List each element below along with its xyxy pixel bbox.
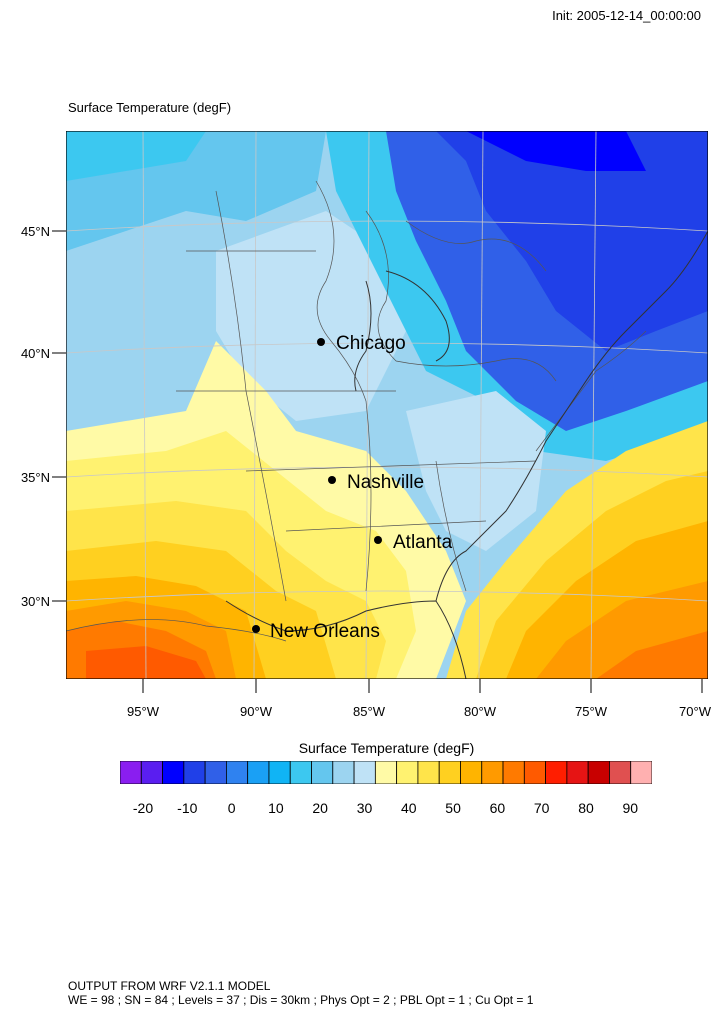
colorbar-label: 40 bbox=[401, 800, 417, 816]
state-boundaries bbox=[66, 180, 647, 642]
colorbar-swatch bbox=[630, 761, 652, 784]
longitude-label: 90°W bbox=[240, 704, 272, 719]
latitude-label: 30°N bbox=[20, 594, 50, 609]
city-label: Chicago bbox=[336, 333, 406, 354]
init-time-label: Init: 2005-12-14_00:00:00 bbox=[552, 8, 701, 23]
city-marker bbox=[328, 476, 336, 484]
city-chicago: Chicago bbox=[317, 333, 406, 354]
colorbar-label: 10 bbox=[268, 800, 284, 816]
latitude-label: 45°N bbox=[20, 224, 50, 239]
city-marker bbox=[374, 536, 382, 544]
longitude-label: 70°W bbox=[679, 704, 711, 719]
longitude-label: 95°W bbox=[127, 704, 159, 719]
longitude-ticks bbox=[142, 679, 703, 693]
colorbar-label: 20 bbox=[312, 800, 328, 816]
colorbar-swatch bbox=[226, 761, 249, 784]
colorbar-swatch bbox=[120, 761, 142, 784]
colorbar-label: 30 bbox=[356, 800, 373, 816]
colorbar-swatch bbox=[417, 761, 440, 784]
colorbar-swatch bbox=[587, 761, 610, 784]
latitude-label: 35°N bbox=[20, 470, 50, 485]
city-label: Nashville bbox=[347, 472, 424, 493]
colorbar-swatch bbox=[523, 761, 547, 784]
colorbar-swatch bbox=[545, 761, 568, 784]
latitude-label: 40°N bbox=[20, 346, 50, 361]
colorbar-label: 60 bbox=[489, 800, 506, 816]
latitude-ticks bbox=[52, 230, 66, 602]
colorbar-swatch bbox=[311, 761, 334, 784]
colorbar-swatch bbox=[481, 761, 504, 784]
colorbar-swatch bbox=[204, 761, 227, 784]
colorbar-label: 0 bbox=[227, 800, 236, 816]
colorbar-title: Surface Temperature (degF) bbox=[298, 740, 475, 756]
colorbar-swatch bbox=[353, 761, 376, 784]
colorbar-swatch bbox=[460, 761, 483, 784]
footer-options-line: WE = 98 ; SN = 84 ; Levels = 37 ; Dis = … bbox=[68, 993, 534, 1007]
colorbar-label: 90 bbox=[622, 800, 639, 816]
colorbar-swatch bbox=[289, 761, 312, 784]
city-marker bbox=[317, 338, 325, 346]
colorbar-swatch bbox=[140, 761, 163, 784]
colorbar-swatch bbox=[268, 761, 291, 784]
longitude-label: 80°W bbox=[464, 704, 496, 719]
colorbar-swatch bbox=[162, 761, 185, 784]
colorbar-label: 70 bbox=[533, 800, 550, 816]
colorbar-label: -10 bbox=[177, 800, 198, 816]
city-label: Atlanta bbox=[393, 532, 453, 553]
footer-model-line: OUTPUT FROM WRF V2.1.1 MODEL bbox=[68, 979, 271, 993]
colorbar-swatch bbox=[247, 761, 270, 784]
colorbar-swatch bbox=[374, 761, 398, 784]
coastline bbox=[225, 230, 708, 679]
city-marker bbox=[252, 625, 260, 633]
city-atlanta: Atlanta bbox=[374, 532, 453, 553]
city-label: New Orleans bbox=[270, 621, 380, 642]
colorbar-swatch bbox=[332, 761, 355, 784]
colorbar-swatch bbox=[566, 761, 589, 784]
colorbar-label: 50 bbox=[445, 800, 461, 816]
colorbar-swatch bbox=[438, 761, 461, 784]
longitude-label: 85°W bbox=[353, 704, 385, 719]
colorbar-label: -20 bbox=[132, 800, 154, 816]
temperature-map: Chicago Nashville Atlanta New Orleans bbox=[66, 131, 708, 679]
colorbar-swatch bbox=[502, 761, 525, 784]
map-title: Surface Temperature (degF) bbox=[68, 100, 232, 115]
colorbar-swatch bbox=[396, 761, 419, 784]
colorbar-label: 80 bbox=[578, 800, 594, 816]
colorbar bbox=[120, 761, 652, 784]
colorbar-swatch bbox=[609, 761, 632, 784]
city-nashville: Nashville bbox=[328, 472, 424, 493]
longitude-label: 75°W bbox=[575, 704, 607, 719]
colorbar-swatch bbox=[183, 761, 206, 784]
temperature-fields bbox=[66, 131, 708, 679]
city-new-orleans: New Orleans bbox=[252, 621, 380, 642]
